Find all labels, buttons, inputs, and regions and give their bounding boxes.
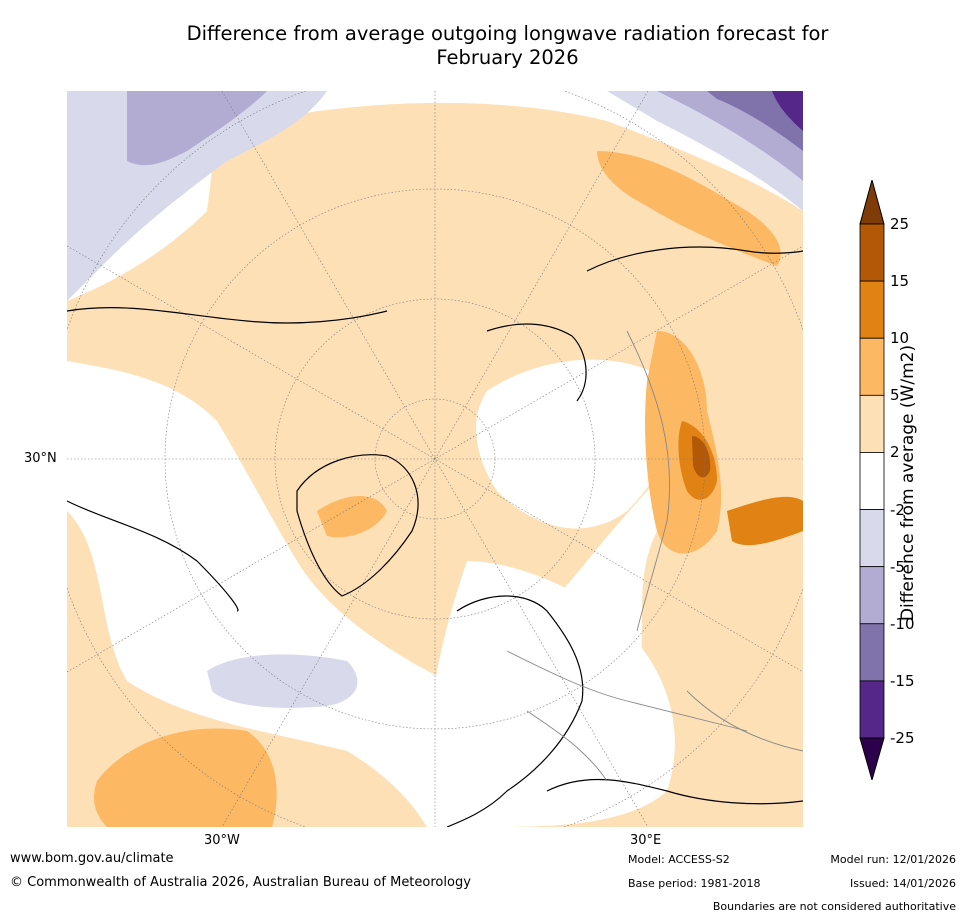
lon-label-30e: 30°E — [630, 833, 662, 848]
anomaly-deep-purple-ne — [772, 91, 803, 131]
anomaly-orange-greenland — [317, 496, 387, 538]
lon-label-30w: 30°W — [204, 833, 240, 848]
colorbar-tick-label: -5 — [890, 557, 905, 576]
map-title-line1: Difference from average outgoing longwav… — [186, 22, 829, 45]
colorbar-segment — [859, 394, 885, 453]
anomaly-pale-orange-se — [497, 328, 803, 827]
colorbar-tick-label: -10 — [890, 614, 915, 633]
colorbar: 25 15 10 5 2 -2 -5 -10 -15 -25 — [856, 178, 916, 782]
coastlines — [67, 246, 803, 827]
model-run-text: Model run: 12/01/2026 — [830, 853, 956, 866]
colorbar-label: Difference from average (W/m2) — [898, 344, 919, 622]
map-title-line2: February 2026 — [436, 46, 579, 69]
colorbar-segment — [859, 623, 885, 682]
anomaly-mid-purple-ne — [707, 91, 803, 151]
colorbar-bottom-arrow — [859, 737, 885, 782]
website-text: www.bom.gov.au/climate — [10, 851, 174, 866]
colorbar-graphic — [859, 178, 885, 782]
colorbar-blocks — [859, 223, 885, 739]
map-title: Difference from average outgoing longwav… — [80, 22, 935, 70]
polar-map — [67, 91, 803, 827]
colorbar-segment — [859, 509, 885, 568]
colorbar-segment — [859, 680, 885, 739]
issued-text: Issued: 14/01/2026 — [849, 877, 956, 890]
colorbar-tick-label: 15 — [890, 272, 910, 291]
colorbar-segment — [859, 566, 885, 625]
country-borders — [506, 330, 803, 782]
colorbar-tick-label: 10 — [890, 329, 910, 348]
colorbar-tick-label: 25 — [890, 215, 910, 233]
colorbar-tick-label: 2 — [890, 443, 900, 462]
anomaly-neutral-europe — [434, 561, 675, 827]
colorbar-segment — [859, 452, 885, 510]
model-text: Model: ACCESS-S2 — [628, 853, 730, 866]
anomaly-purple-nw — [127, 91, 267, 166]
anomaly-brown-east — [692, 436, 711, 478]
colorbar-segment — [859, 223, 885, 282]
base-period-text: Base period: 1981-2018 — [628, 877, 761, 890]
disclaimer-text: Boundaries are not considered authoritat… — [712, 900, 956, 913]
anomaly-dark-orange-se — [727, 496, 803, 546]
anomaly-pale-purple-atlantic — [207, 654, 358, 708]
map-canvas — [67, 91, 803, 827]
lat-label-30n: 30°N — [24, 451, 57, 466]
colorbar-tick-label: -2 — [890, 500, 905, 519]
colorbar-segment — [859, 280, 885, 339]
anomaly-orange-ne — [597, 151, 781, 266]
colorbar-segment — [859, 337, 885, 396]
colorbar-tick-label: -15 — [890, 671, 915, 690]
anomaly-neutral-siberia — [476, 359, 675, 529]
graticule — [67, 91, 803, 827]
anomaly-orange-pacific — [94, 728, 277, 827]
anomaly-pale-orange-north — [67, 102, 803, 682]
copyright-text: © Commonwealth of Australia 2026, Austra… — [10, 875, 471, 890]
colorbar-tick-label: 5 — [890, 386, 900, 405]
colorbar-top-arrow — [859, 178, 885, 225]
colorbar-tick-label: -25 — [890, 729, 915, 747]
